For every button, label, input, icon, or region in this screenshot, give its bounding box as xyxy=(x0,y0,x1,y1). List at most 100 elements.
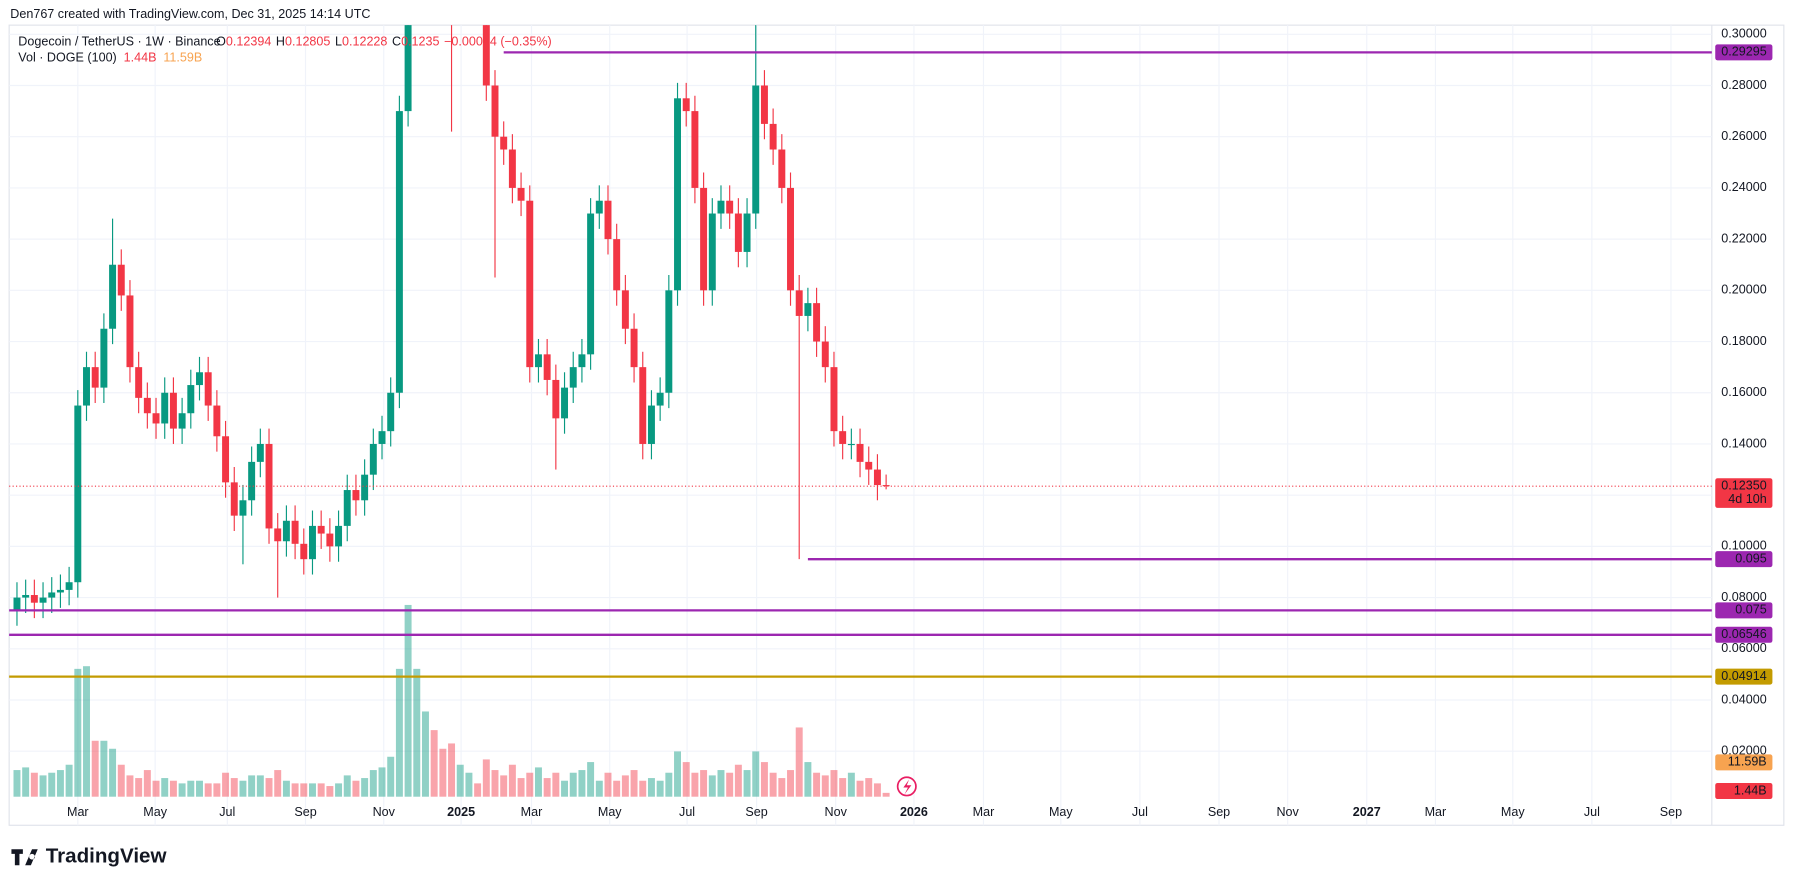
x-tick-label: Mar xyxy=(521,805,543,819)
volume-bar xyxy=(413,668,421,797)
volume-bar xyxy=(787,770,794,797)
y-tick-label: 0.02000 xyxy=(1721,744,1766,758)
volume-bar xyxy=(691,772,699,797)
volume-bar xyxy=(39,775,47,797)
candle-body xyxy=(804,303,812,316)
ohlc-key: O xyxy=(216,35,226,49)
candle-body xyxy=(343,490,351,526)
volume-bar xyxy=(265,778,273,797)
volume-bar xyxy=(804,762,812,797)
volume-bar xyxy=(769,772,777,797)
candle-body xyxy=(48,592,56,598)
candle-body xyxy=(395,111,403,393)
y-tick-label: 0.08000 xyxy=(1721,590,1766,604)
x-tick-label: Jul xyxy=(1584,805,1600,819)
volume-bar xyxy=(552,772,560,797)
y-tick-label: 0.20000 xyxy=(1721,283,1766,297)
y-tick-label: 0.14000 xyxy=(1721,436,1766,450)
volume-bar xyxy=(708,775,716,797)
volume-bar xyxy=(274,770,282,797)
volume-bar xyxy=(369,770,377,797)
ohlc-value: 0.12394 xyxy=(226,35,271,49)
volume-bar xyxy=(378,767,386,797)
volume-bar xyxy=(30,772,38,797)
candle-body xyxy=(578,354,586,368)
candle-body xyxy=(352,490,360,501)
candle-body xyxy=(778,149,786,188)
credit: Den767 created with TradingView.com, Dec… xyxy=(10,7,370,21)
y-tick-label: 0.28000 xyxy=(1721,78,1766,92)
candle-body xyxy=(865,461,873,470)
candle-body xyxy=(517,187,525,201)
candle-body xyxy=(109,264,117,329)
y-tick-label: 0.06000 xyxy=(1721,641,1766,655)
candle-body xyxy=(508,149,516,188)
level-label-bg xyxy=(1715,602,1773,619)
candle-body xyxy=(682,98,690,112)
x-tick-label: Mar xyxy=(67,805,89,819)
x-tick-label: May xyxy=(1501,805,1525,819)
x-tick-label: Sep xyxy=(1660,805,1682,819)
ohlc-legend: O0.12394 H0.12805 L0.12228 C0.1235 −0.00044 … xyxy=(216,35,552,49)
candle-body xyxy=(665,290,673,393)
volume-bar xyxy=(395,668,403,797)
volume-bar xyxy=(91,740,99,797)
x-tick-label: 2027 xyxy=(1353,805,1381,819)
volume-bar xyxy=(830,770,838,797)
candle-body xyxy=(256,443,264,462)
volume-bar xyxy=(856,780,864,797)
candle-body xyxy=(187,385,195,414)
volume-bar xyxy=(161,778,169,797)
level-label: 0.29295 xyxy=(1721,45,1766,59)
volume-bar xyxy=(335,783,343,797)
candle-body xyxy=(674,98,682,291)
volume-bar xyxy=(282,780,290,797)
x-tick-label: May xyxy=(1049,805,1073,819)
volume-bar xyxy=(456,764,464,797)
volume-bar xyxy=(430,730,438,797)
candle-body xyxy=(65,582,73,590)
volume-bar xyxy=(630,770,638,797)
candle-body xyxy=(378,431,386,444)
x-tick-label: 2026 xyxy=(900,805,928,819)
candle-body xyxy=(830,367,838,432)
candle-body xyxy=(821,341,829,368)
candle-body xyxy=(500,136,508,150)
candle-body xyxy=(717,200,725,214)
y-tick-label: 0.16000 xyxy=(1721,385,1766,399)
volume-bar xyxy=(682,762,690,797)
volume-bar xyxy=(126,775,134,797)
volume-last: 1.44B xyxy=(124,51,157,65)
candle-body xyxy=(691,111,699,188)
x-tick-label: Jul xyxy=(219,805,235,819)
volume-bar xyxy=(647,778,655,797)
candle-body xyxy=(369,443,377,475)
candle-body xyxy=(265,443,273,529)
y-tick-label: 0.24000 xyxy=(1721,180,1766,194)
candle-body xyxy=(161,392,169,424)
candle-body xyxy=(639,367,647,444)
volume-bar xyxy=(83,666,90,797)
candle-body xyxy=(22,595,30,598)
candle-body xyxy=(700,187,708,291)
replay-icon[interactable] xyxy=(896,776,917,797)
volume-bar xyxy=(474,783,482,797)
candle-body xyxy=(100,328,108,388)
volume-bar xyxy=(465,772,473,797)
volume-bar xyxy=(561,780,569,797)
volume-bar xyxy=(143,770,151,797)
volume-bar xyxy=(222,772,230,797)
candle-body xyxy=(613,239,621,291)
volume-bar xyxy=(543,778,551,797)
candle-body xyxy=(543,354,551,380)
plot xyxy=(13,25,890,626)
volume-bar xyxy=(204,783,212,797)
ohlc-value: 0.12228 xyxy=(342,35,387,49)
volume-bar xyxy=(248,775,256,797)
candle-body xyxy=(248,461,256,501)
volume-bar xyxy=(517,778,525,797)
candle-body xyxy=(239,500,247,516)
x-tick-label: 2025 xyxy=(447,805,475,819)
volume-bar xyxy=(22,767,30,797)
logo: TradingView xyxy=(11,845,168,868)
